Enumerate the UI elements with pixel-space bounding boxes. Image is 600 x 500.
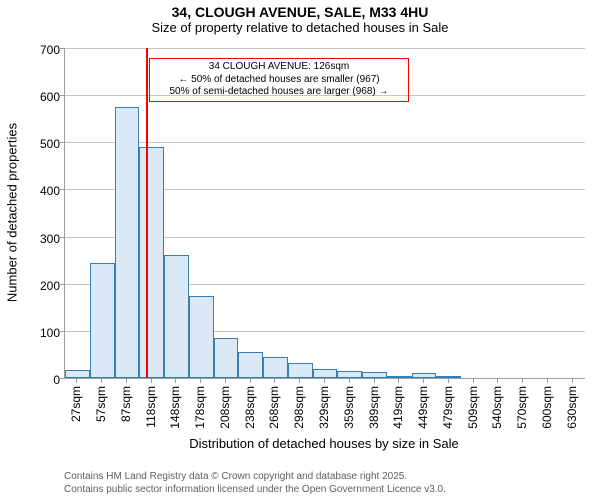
histogram-bar — [288, 363, 313, 378]
x-tick-mark — [572, 378, 573, 383]
y-tick-mark — [59, 284, 64, 285]
x-tick-label: 87sqm — [119, 386, 133, 422]
x-tick-mark — [225, 378, 226, 383]
y-tick-label: 0 — [0, 373, 66, 387]
x-tick-label: 419sqm — [391, 386, 405, 429]
annotation-line: 50% of semi-detached houses are larger (… — [154, 86, 404, 99]
x-tick-mark — [101, 378, 102, 383]
plot-area: 34 CLOUGH AVENUE: 126sqm← 50% of detache… — [64, 48, 585, 379]
x-tick-mark — [497, 378, 498, 383]
x-tick-label: 238sqm — [243, 386, 257, 429]
y-axis-label: Number of detached properties — [5, 113, 20, 313]
x-tick-label: 570sqm — [515, 386, 529, 429]
y-tick-label: 700 — [0, 43, 66, 57]
histogram-bar — [214, 338, 239, 378]
x-tick-mark — [76, 378, 77, 383]
x-tick-mark — [151, 378, 152, 383]
x-tick-mark — [374, 378, 375, 383]
chart-subtitle: Size of property relative to detached ho… — [0, 20, 600, 35]
x-axis-label: Distribution of detached houses by size … — [64, 436, 584, 451]
x-tick-mark — [473, 378, 474, 383]
histogram-bar — [238, 352, 263, 378]
x-tick-label: 359sqm — [342, 386, 356, 429]
histogram-bar — [263, 357, 288, 378]
histogram-bar — [164, 255, 189, 378]
annotation-line: ← 50% of detached houses are smaller (96… — [154, 74, 404, 87]
x-tick-label: 178sqm — [193, 386, 207, 429]
annotation-line: 34 CLOUGH AVENUE: 126sqm — [154, 61, 404, 74]
x-tick-label: 600sqm — [540, 386, 554, 429]
x-tick-label: 27sqm — [69, 386, 83, 422]
x-tick-mark — [200, 378, 201, 383]
chart-title: 34, CLOUGH AVENUE, SALE, M33 4HU — [0, 0, 600, 20]
y-tick-mark — [59, 237, 64, 238]
x-tick-mark — [324, 378, 325, 383]
annotation-callout: 34 CLOUGH AVENUE: 126sqm← 50% of detache… — [149, 58, 409, 102]
highlight-marker-line — [146, 48, 148, 378]
x-tick-mark — [448, 378, 449, 383]
x-tick-label: 148sqm — [168, 386, 182, 429]
x-tick-mark — [274, 378, 275, 383]
grid-line — [65, 142, 585, 143]
x-tick-mark — [126, 378, 127, 383]
histogram-bar — [139, 147, 164, 378]
histogram-bar — [189, 296, 214, 378]
attribution-line: Contains public sector information licen… — [64, 483, 446, 496]
x-tick-label: 449sqm — [416, 386, 430, 429]
x-tick-label: 630sqm — [565, 386, 579, 429]
x-tick-label: 118sqm — [144, 386, 158, 428]
histogram-bar — [337, 371, 362, 378]
x-tick-label: 268sqm — [267, 386, 281, 429]
histogram-bar — [90, 263, 115, 378]
x-tick-mark — [522, 378, 523, 383]
grid-line — [65, 48, 585, 49]
x-tick-mark — [175, 378, 176, 383]
x-tick-mark — [250, 378, 251, 383]
x-tick-label: 298sqm — [292, 386, 306, 429]
x-tick-mark — [423, 378, 424, 383]
y-tick-mark — [59, 48, 64, 49]
histogram-bar — [65, 370, 90, 378]
y-tick-mark — [59, 142, 64, 143]
attribution-line: Contains HM Land Registry data © Crown c… — [64, 470, 446, 483]
x-tick-label: 479sqm — [441, 386, 455, 429]
x-tick-mark — [398, 378, 399, 383]
x-tick-label: 389sqm — [367, 386, 381, 429]
attribution-text: Contains HM Land Registry data © Crown c… — [64, 470, 446, 496]
grid-line — [65, 378, 585, 379]
x-tick-label: 329sqm — [317, 386, 331, 429]
y-tick-label: 600 — [0, 90, 66, 104]
y-tick-mark — [59, 331, 64, 332]
histogram-bar — [362, 372, 387, 378]
y-tick-mark — [59, 378, 64, 379]
histogram-bar — [436, 376, 461, 378]
x-tick-label: 57sqm — [94, 386, 108, 422]
x-tick-label: 208sqm — [218, 386, 232, 429]
x-tick-label: 540sqm — [490, 386, 504, 429]
histogram-bar — [313, 369, 338, 378]
y-tick-mark — [59, 95, 64, 96]
x-tick-label: 509sqm — [466, 386, 480, 429]
histogram-bar — [115, 107, 140, 378]
y-tick-mark — [59, 189, 64, 190]
x-tick-mark — [299, 378, 300, 383]
x-tick-mark — [349, 378, 350, 383]
x-tick-mark — [547, 378, 548, 383]
y-tick-label: 100 — [0, 326, 66, 340]
